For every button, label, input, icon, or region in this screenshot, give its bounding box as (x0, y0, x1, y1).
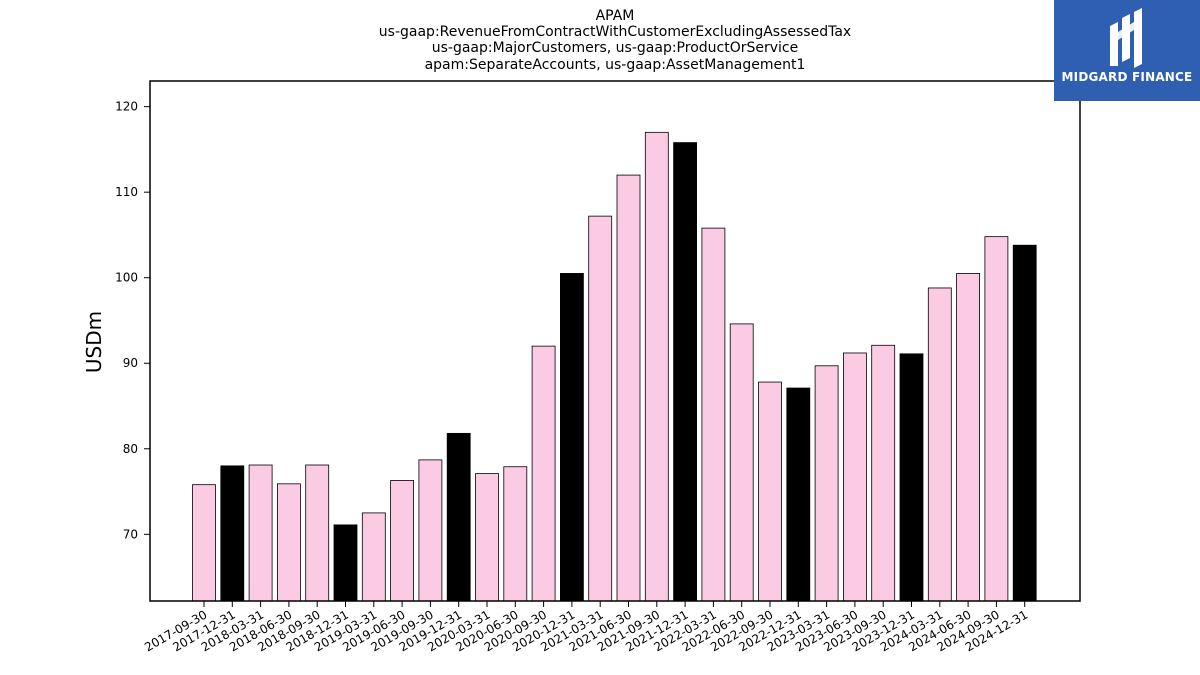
bar-2022-12-31 (786, 387, 811, 602)
bar-2018-12-31 (333, 524, 358, 602)
y-axis-label: USDm (82, 311, 106, 373)
bar-2020-06-30 (503, 466, 528, 602)
chart-title-line-1: APAM (596, 8, 635, 24)
y-axis-ticks: 70 80 90 100 110 120 (115, 100, 150, 541)
bar-2020-03-31 (475, 473, 499, 602)
bar-2018-03-31 (248, 464, 273, 602)
bar-2021-12-31 (673, 142, 697, 602)
bar-2023-12-31 (899, 353, 924, 602)
y-tick-label: 110 (115, 185, 138, 199)
bar-2021-09-30 (644, 131, 669, 602)
bar-2022-09-30 (758, 381, 782, 602)
bar-2024-09-30 (984, 236, 1009, 602)
chart-title: APAM us-gaap:RevenueFromContractWithCust… (379, 8, 851, 73)
bar-2023-09-30 (871, 344, 896, 602)
bar-2017-12-31 (220, 465, 245, 602)
bars-group (192, 131, 1037, 602)
bar-2018-09-30 (305, 464, 330, 602)
bar-2024-03-31 (927, 287, 952, 602)
bar-2019-06-30 (390, 480, 415, 602)
y-tick-label: 100 (115, 271, 138, 285)
bar-2021-06-30 (616, 174, 641, 602)
chart-title-line-4: apam:SeparateAccounts, us-gaap:AssetMana… (425, 57, 806, 73)
bar-2019-03-31 (361, 512, 386, 602)
logo-text: MIDGARD FINANCE (1061, 70, 1193, 84)
bar-2023-03-31 (814, 365, 839, 602)
logo-mark-icon (1110, 8, 1142, 68)
plot-frame (149, 80, 1081, 602)
y-tick-label: 80 (123, 442, 138, 456)
bar-2023-06-30 (843, 352, 867, 602)
chart-title-line-2: us-gaap:RevenueFromContractWithCustomerE… (379, 24, 851, 40)
bar-2019-09-30 (418, 459, 443, 602)
bar-2018-06-30 (276, 483, 301, 602)
bar-2019-12-31 (446, 432, 471, 602)
bar-2024-12-31 (1012, 244, 1037, 602)
bar-2020-09-30 (531, 345, 556, 602)
bar-2022-06-30 (729, 323, 754, 602)
midgard-finance-logo: MIDGARD FINANCE (1054, 0, 1200, 101)
x-axis-ticks: 2017-09-302017-12-312018-03-312018-06-30… (142, 601, 1030, 654)
bar-2024-06-30 (956, 273, 980, 602)
bar-2017-09-30 (192, 484, 216, 602)
y-tick-label: 90 (123, 356, 138, 370)
bar-2022-03-31 (701, 227, 726, 602)
y-tick-label: 120 (115, 100, 138, 114)
bar-2021-03-31 (588, 215, 613, 602)
y-tick-label: 70 (123, 527, 138, 541)
bar-2020-12-31 (560, 273, 584, 602)
chart-title-line-3: us-gaap:MajorCustomers, us-gaap:ProductO… (432, 40, 798, 56)
